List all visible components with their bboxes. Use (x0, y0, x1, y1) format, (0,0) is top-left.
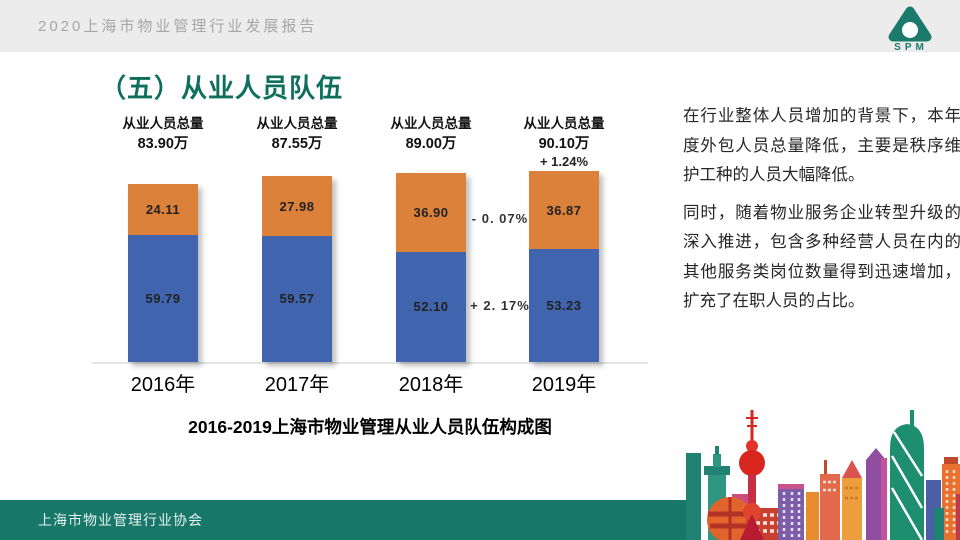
bar-segment-orange: 36.87 (529, 171, 599, 250)
bar-segment-orange: 36.90 (396, 173, 466, 252)
total-label: 从业人员总量 90.10万 + 1.24% (489, 114, 639, 170)
total-label-title: 从业人员总量 (390, 116, 472, 131)
total-label-title: 从业人员总量 (256, 116, 338, 131)
commentary-panel: 在行业整体人员增加的背景下，本年度外包人员总量降低，主要是秩序维护工种的人员大幅… (683, 102, 960, 325)
x-axis-label: 2016年 (130, 374, 196, 396)
bar-segment-blue: 52.10 (396, 251, 466, 362)
spm-logo-icon: SPM (882, 4, 938, 57)
x-axis-label: 2017年 (264, 374, 330, 396)
total-label: 从业人员总量 83.90万 (88, 114, 238, 154)
shanghai-skyline-illustration (686, 396, 960, 540)
bar-segment-blue: 59.57 (262, 235, 332, 362)
header-band: 2020上海市物业管理行业发展报告 SPM (0, 0, 960, 53)
x-axis-label: 2018年 (398, 374, 464, 396)
total-label: 从业人员总量 87.55万 (222, 114, 372, 154)
commentary-paragraph: 在行业整体人员增加的背景下，本年度外包人员总量降低，主要是秩序维护工种的人员大幅… (683, 107, 960, 184)
stacked-bar: 36.90 52.10 (396, 173, 466, 362)
change-annotation: - 0. 07% (471, 211, 529, 226)
spm-logo-text: SPM (894, 42, 928, 52)
footer-org-name: 上海市物业管理行业协会 (38, 512, 203, 528)
report-title: 2020上海市物业管理行业发展报告 (38, 18, 318, 35)
total-label-value: 87.55万 (271, 136, 323, 152)
bar-segment-blue: 53.23 (529, 249, 599, 362)
bar-segment-orange: 24.11 (128, 184, 198, 236)
bar-segment-orange: 27.98 (262, 176, 332, 236)
commentary-paragraph: 同时，随着物业服务企业转型升级的深入推进，包含多种经营人员在内的其他服务类岗位数… (683, 203, 960, 311)
stacked-bar: 36.87 53.23 (529, 171, 599, 362)
stacked-bar: 27.98 59.57 (262, 176, 332, 362)
total-delta: + 1.24% (539, 154, 589, 169)
x-axis-row: 2016年 2017年 2018年 2019年 (92, 368, 648, 396)
change-annotation: + 2. 17% (470, 298, 530, 313)
chart-plot: 从业人员总量 83.90万 24.11 59.79 从业人员总量 87.55万 27.98 5… (92, 112, 648, 364)
section-title: （五）从业人员队伍 (100, 73, 344, 103)
bar-segment-blue: 59.79 (128, 235, 198, 362)
total-label-title: 从业人员总量 (523, 116, 605, 131)
total-label-value: 83.90万 (137, 136, 189, 152)
total-label: 从业人员总量 89.00万 (356, 114, 506, 154)
total-label-title: 从业人员总量 (122, 116, 204, 131)
total-label-value: 90.10万 (538, 136, 590, 152)
x-axis-label: 2019年 (531, 374, 597, 396)
chart-caption: 2016-2019上海市物业管理从业人员队伍构成图 (188, 417, 552, 437)
total-label-value: 89.00万 (405, 136, 457, 152)
stacked-bar: 24.11 59.79 (128, 184, 198, 362)
